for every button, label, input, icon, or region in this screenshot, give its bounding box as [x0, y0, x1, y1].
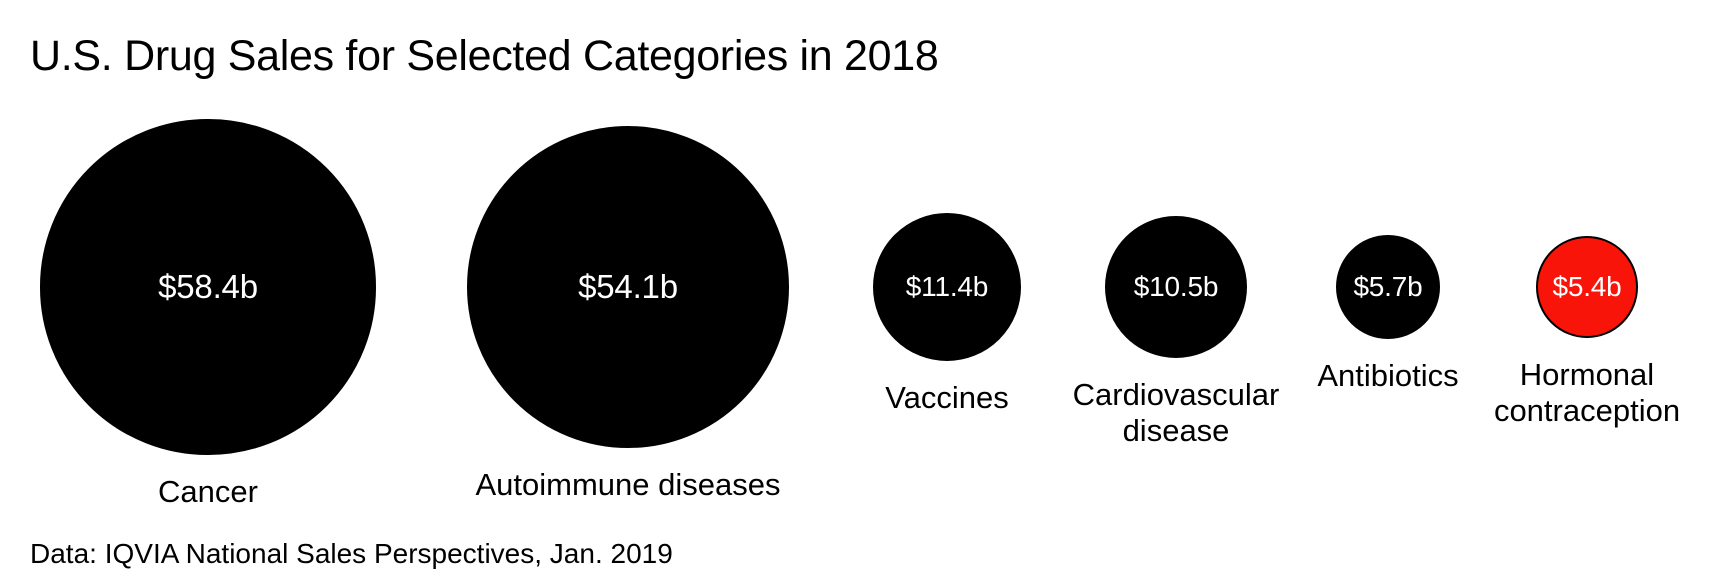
- bubble-label-line: Antibiotics: [1317, 358, 1459, 394]
- bubble-hormonal-contraception: $5.4b: [1536, 236, 1638, 338]
- bubble-cancer: $58.4b: [40, 119, 376, 455]
- bubble-label-hormonal-contraception: Hormonal contraception: [1494, 357, 1680, 429]
- chart-title: U.S. Drug Sales for Selected Categories …: [30, 32, 939, 80]
- bubble-label-line: Hormonal: [1519, 356, 1655, 392]
- bubble-label-line: disease: [1122, 413, 1230, 449]
- bubble-label-line: Autoimmune diseases: [475, 467, 781, 503]
- bubble-label-cardiovascular-disease: Cardiovascular disease: [1073, 377, 1280, 449]
- bubble-cardiovascular-disease: $10.5b: [1104, 215, 1248, 359]
- bubble-label-line: Cardiovascular: [1072, 377, 1280, 413]
- bubble-label-antibiotics: Antibiotics: [1317, 358, 1458, 394]
- bubble-value: $5.7b: [1353, 270, 1423, 302]
- bubble-label-autoimmune-diseases: Autoimmune diseases: [476, 467, 781, 503]
- bubble-value: $11.4b: [905, 270, 989, 302]
- bubble-value: $5.4b: [1552, 270, 1622, 302]
- bubble-label-vaccines: Vaccines: [885, 380, 1009, 416]
- bubble-label-line: Vaccines: [885, 380, 1009, 415]
- bubble-label-line: Cancer: [158, 473, 258, 509]
- bubble-value: $10.5b: [1133, 270, 1219, 302]
- bubble-label-cancer: Cancer: [158, 474, 258, 510]
- bubble-autoimmune-diseases: $54.1b: [466, 125, 790, 449]
- bubble-label-line: contraception: [1493, 392, 1681, 428]
- bubble-vaccines: $11.4b: [872, 212, 1021, 361]
- bubble-antibiotics: $5.7b: [1335, 234, 1441, 340]
- bubble-value: $58.4b: [158, 267, 258, 305]
- source-note: Data: IQVIA National Sales Perspectives,…: [30, 538, 673, 569]
- bubble-value: $54.1b: [578, 267, 678, 305]
